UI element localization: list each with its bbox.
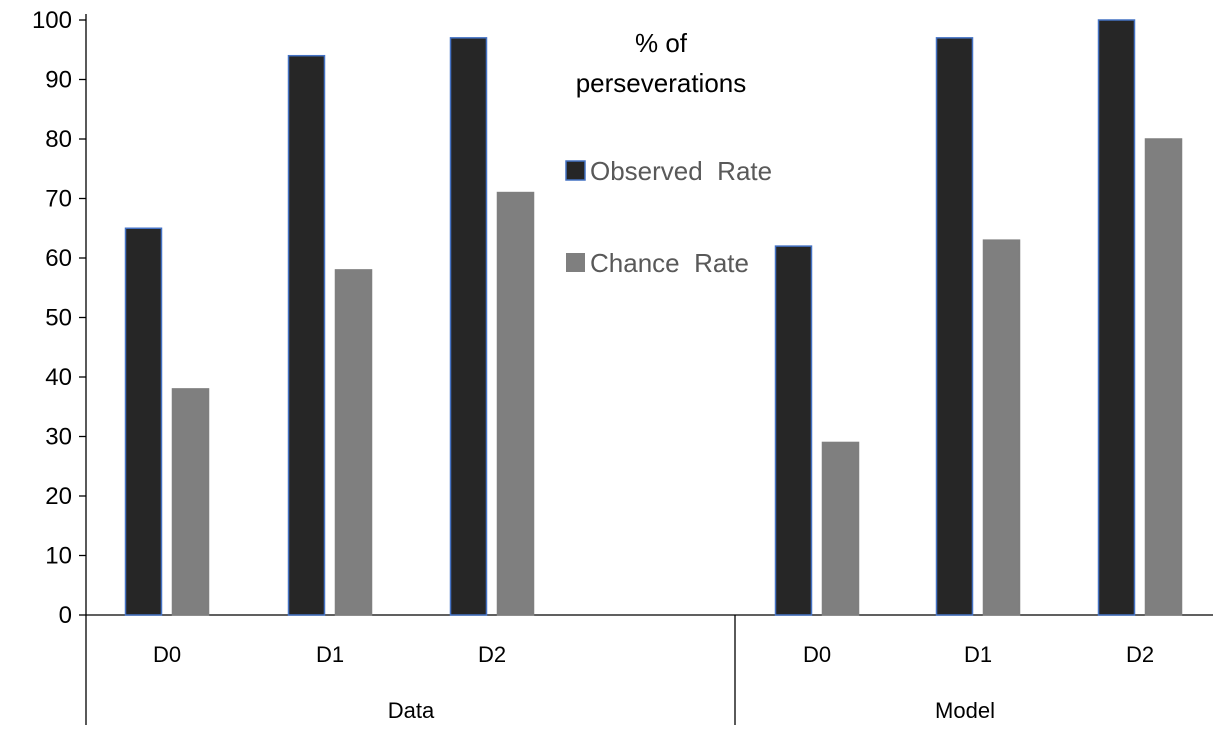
legend-swatch-observed (565, 160, 586, 181)
bar-chance-data-d2 (496, 191, 535, 616)
chart-title-line-1: % of (635, 28, 688, 58)
y-tick-label: 40 (45, 364, 72, 391)
y-tick-label: 10 (45, 543, 72, 570)
legend-label-chance: Chance Rate (590, 248, 749, 278)
bar-observed-model-d0 (774, 245, 813, 616)
y-tick-label: 70 (45, 186, 72, 213)
y-tick-label: 90 (45, 67, 72, 94)
bar-chance-model-d2 (1144, 138, 1183, 616)
bar-chance-model-d0 (821, 441, 860, 616)
x-category-label: D0 (153, 642, 181, 667)
y-tick-label: 30 (45, 424, 72, 451)
legend-swatch-chance (566, 253, 585, 272)
labels: 0 10 20 30 40 50 60 70 80 90 100 D0 D1 D2 Data D0 D1 D2 Mo… (32, 7, 1154, 723)
bar-observed-data-d0 (124, 227, 163, 616)
bars (124, 19, 1183, 616)
x-category-label: D0 (803, 642, 831, 667)
y-tick-label: 50 (45, 305, 72, 332)
bar-observed-data-d2 (449, 37, 488, 616)
x-group-label-model: Model (935, 698, 995, 723)
bar-observed-data-d1 (287, 54, 326, 616)
y-tick-label: 0 (59, 602, 72, 629)
y-tick-label: 80 (45, 126, 72, 153)
y-tick-label: 60 (45, 245, 72, 272)
x-group-label-data: Data (388, 698, 435, 723)
y-tick-label: 20 (45, 483, 72, 510)
bar-chance-data-d1 (334, 269, 373, 616)
bar-chance-model-d1 (982, 239, 1021, 616)
bar-chance-data-d0 (171, 388, 210, 616)
y-tick-label: 100 (32, 7, 72, 34)
x-category-label: D2 (1126, 642, 1154, 667)
x-category-label: D2 (478, 642, 506, 667)
x-category-label: D1 (964, 642, 992, 667)
axes (79, 14, 1213, 725)
legend-label-observed: Observed Rate (590, 156, 772, 186)
legend: % of perseverations Observed Rate Chance… (565, 28, 772, 278)
bar-observed-model-d2 (1097, 19, 1136, 616)
x-category-label: D1 (316, 642, 344, 667)
chart-title-line-2: perseverations (576, 68, 747, 98)
bar-observed-model-d1 (935, 37, 974, 616)
